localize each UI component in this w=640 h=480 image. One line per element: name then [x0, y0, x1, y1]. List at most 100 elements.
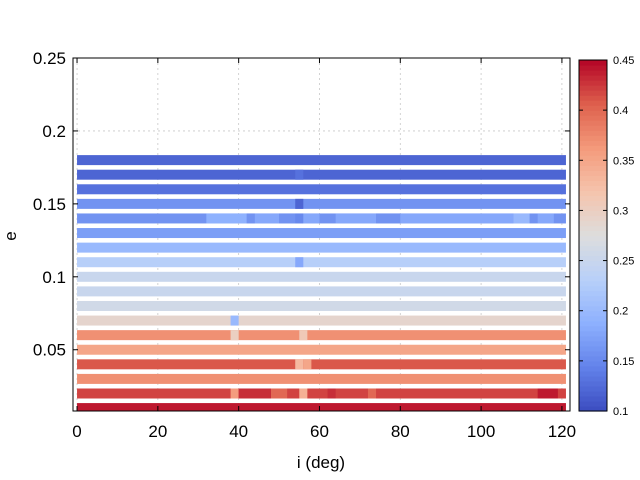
heatmap-row	[77, 169, 566, 180]
colorbar-step	[579, 335, 607, 342]
heatmap-row	[77, 257, 566, 268]
colorbar-step	[579, 370, 607, 377]
x-axis-ticks: 0 20 40 60 80 100 120	[72, 58, 576, 441]
colorbar-frame	[578, 59, 608, 412]
colorbar-step	[579, 100, 607, 106]
heatmap-row	[77, 388, 566, 399]
colorbar-tick-label: 0.45	[613, 55, 634, 67]
colorbar-step	[579, 140, 607, 146]
colorbar-step	[579, 165, 607, 171]
heatmap-cell	[206, 213, 247, 224]
plot-frame	[72, 57, 571, 412]
heatmap-row	[77, 403, 566, 411]
colorbar-step	[579, 60, 607, 66]
heatmap-cell	[295, 359, 304, 370]
colorbar-step	[579, 220, 607, 227]
heatmap-cell	[303, 213, 320, 224]
heatmap-cell	[254, 213, 280, 224]
colorbar-step	[579, 145, 607, 151]
colorbar-step	[579, 385, 607, 392]
colorbar-tick-label: 0.15	[613, 356, 634, 368]
heatmap-cell	[295, 198, 304, 209]
colorbar-step	[579, 190, 607, 196]
colorbar-step	[579, 285, 607, 292]
colorbar-step	[579, 195, 607, 201]
x-tick-label: 120	[548, 422, 576, 441]
colorbar-step	[579, 90, 607, 96]
colorbar-step	[579, 180, 607, 186]
heatmap-row	[77, 330, 566, 341]
colorbar-step	[579, 65, 607, 71]
y-tick-label: 0.2	[42, 122, 66, 141]
heatmap-cell	[376, 213, 401, 224]
colorbar-step	[579, 365, 607, 372]
colorbar-step	[579, 340, 607, 347]
x-tick-label: 40	[229, 422, 248, 441]
colorbar-step	[579, 170, 607, 176]
colorbar-gradient	[579, 60, 607, 412]
colorbar-step	[579, 95, 607, 101]
heatmap-row	[77, 271, 566, 282]
colorbar-step	[579, 110, 607, 116]
colorbar-tick-label: 0.4	[613, 105, 628, 117]
colorbar-step	[579, 80, 607, 86]
colorbar-tick-label: 0.3	[613, 205, 628, 217]
colorbar-step	[579, 315, 607, 322]
heatmap-row	[77, 155, 566, 166]
heatmap-cell	[537, 213, 554, 224]
y-tick-label: 0.15	[33, 195, 66, 214]
colorbar-step	[579, 205, 607, 212]
colorbar-step	[579, 125, 607, 131]
y-tick-label: 0.25	[33, 49, 66, 68]
x-tick-label: 60	[310, 422, 329, 441]
heatmap-row	[77, 344, 566, 355]
y-tick-label: 0.05	[33, 341, 66, 360]
heatmap-cell	[537, 388, 558, 399]
colorbar-step	[579, 240, 607, 247]
colorbar-step	[579, 85, 607, 91]
heatmap-cell	[303, 359, 312, 370]
heatmap-row	[77, 359, 566, 370]
colorbar-step	[579, 400, 607, 407]
heatmap-cell	[230, 330, 239, 341]
heatmap-cell	[295, 257, 304, 268]
y-tick-label: 0.1	[42, 268, 66, 287]
heatmap-cell	[295, 169, 304, 180]
heatmap-cell	[400, 213, 514, 224]
heatmap-cell	[299, 388, 308, 399]
colorbar-tick-label: 0.2	[613, 306, 628, 318]
colorbar-step	[579, 175, 607, 181]
y-axis-ticks: 0.05 0.1 0.15 0.2 0.25	[33, 49, 570, 360]
heatmap-cells	[77, 155, 566, 411]
colorbar-step	[579, 210, 607, 217]
heatmap-cell	[270, 388, 288, 399]
heatmap-cell	[513, 213, 530, 224]
colorbar-step	[579, 295, 607, 302]
colorbar-step	[579, 345, 607, 352]
colorbar-step	[579, 270, 607, 277]
colorbar-step	[579, 70, 607, 76]
colorbar-tick-label: 0.35	[613, 155, 634, 167]
heatmap-row	[77, 300, 566, 311]
colorbar-ticks: 0.1 0.15 0.2 0.25 0.3 0.35 0.4 0.45	[579, 55, 634, 418]
colorbar-step	[579, 375, 607, 382]
heatmap-cell	[230, 388, 239, 399]
colorbar-step	[579, 120, 607, 126]
colorbar-step	[579, 105, 607, 111]
heatmap-row	[77, 213, 566, 224]
x-tick-label: 20	[148, 422, 167, 441]
colorbar-step	[579, 135, 607, 141]
colorbar-step	[579, 185, 607, 191]
heatmap-row	[77, 315, 566, 326]
colorbar-tick-label: 0.25	[613, 256, 634, 268]
heatmap-row	[77, 242, 566, 253]
colorbar-step	[579, 330, 607, 337]
colorbar-step	[579, 380, 607, 387]
colorbar: 0.1 0.15 0.2 0.25 0.3 0.35 0.4 0.45	[578, 55, 634, 418]
colorbar-step	[579, 260, 607, 267]
heatmap-cell	[279, 213, 296, 224]
colorbar-step	[579, 250, 607, 257]
heatmap-cell	[327, 388, 336, 399]
y-axis-label: e	[1, 231, 20, 240]
